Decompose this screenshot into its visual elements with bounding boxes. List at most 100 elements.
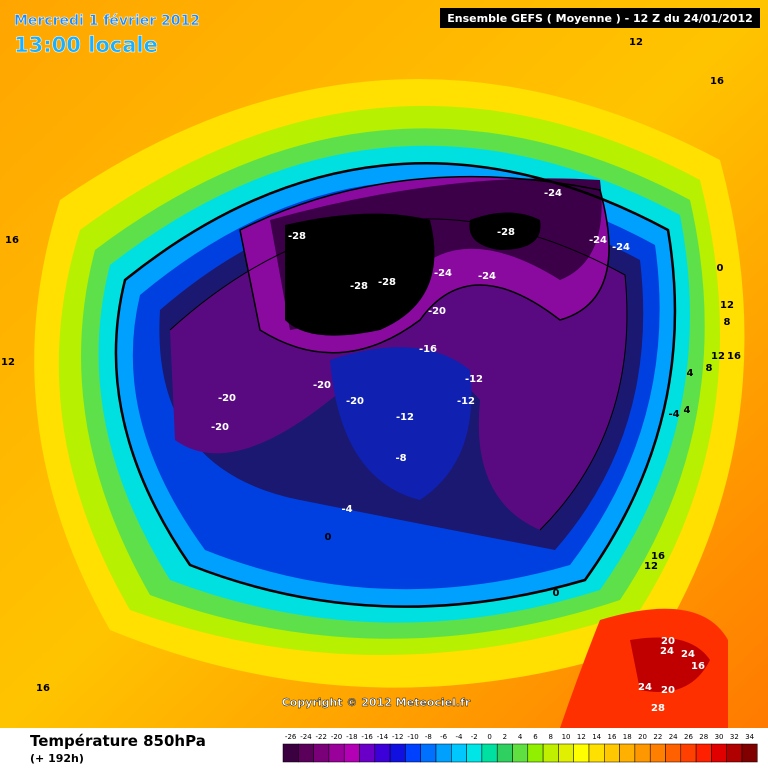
contour-label: -12 (465, 374, 483, 385)
colorbar-label: 8 (549, 733, 553, 741)
colorbar-cell (558, 743, 574, 763)
contour-label: -24 (544, 188, 562, 199)
colorbar-label: -2 (471, 733, 478, 741)
colorbar-label: -18 (346, 733, 357, 741)
colorbar-cell (313, 743, 330, 763)
colorbar-label: -20 (331, 733, 342, 741)
contour-label: 12 (1, 357, 15, 368)
colorbar-cell (389, 743, 406, 763)
colorbar-label: 26 (684, 733, 693, 741)
contour-label: -28 (288, 231, 306, 242)
colorbar-cell (542, 743, 559, 763)
contour-label: 16 (5, 235, 19, 246)
copyright: Copyright © 2012 Meteociel.fr (282, 696, 471, 709)
contour-label: -24 (612, 242, 630, 253)
colorbar-cell (680, 743, 697, 763)
contour-label: -4 (341, 504, 352, 515)
colorbar-cell (726, 743, 743, 763)
colorbar-label: 34 (745, 733, 754, 741)
colorbar-label: 18 (623, 733, 632, 741)
legend-subtitle: (+ 192h) (30, 752, 84, 765)
contour-label: 24 (638, 682, 652, 693)
colorbar-cell (527, 743, 544, 763)
contour-labels: -28 -28 -28 -28 -24 -24 -24 -24 -24 -20 -16 -20 -20 -… (1, 37, 741, 714)
contour-label: -28 (497, 227, 515, 238)
colorbar: -26 -24 -22 -20 -18 -16 -14 -12 -10 -8 -6 -4 -2 0 2 4 6 8… (282, 733, 758, 763)
colorbar-label: 10 (562, 733, 571, 741)
colorbar-cell (604, 743, 620, 763)
colorbar-cell (451, 743, 467, 763)
contour-label: -4 (668, 409, 679, 420)
colorbar-cell (328, 743, 345, 763)
colorbar-label: -16 (361, 733, 373, 741)
colorbar-label: 14 (592, 733, 601, 741)
contour-label: -12 (396, 412, 414, 423)
colorbar-cell (466, 743, 483, 763)
colorbar-label: -12 (392, 733, 403, 741)
colorbar-cell (481, 743, 498, 763)
colorbar-cell (649, 743, 666, 763)
contour-label: 28 (651, 703, 665, 714)
colorbar-cell (573, 743, 590, 763)
colorbar-label: 32 (730, 733, 739, 741)
contour-label: -20 (211, 422, 229, 433)
colorbar-cell (619, 743, 636, 763)
contour-label: -28 (378, 277, 396, 288)
contour-label: 4 (687, 368, 694, 379)
colorbar-label: 12 (577, 733, 586, 741)
colorbar-label: -4 (455, 733, 463, 741)
contour-label: -28 (350, 281, 368, 292)
time: 13:00 locale (14, 33, 158, 57)
colorbar-label: 28 (699, 733, 708, 741)
run-box (440, 8, 760, 28)
contour-label: 0 (717, 263, 724, 274)
contour-label: 8 (706, 363, 713, 374)
colorbar-cell (588, 743, 605, 763)
colorbar-label: -14 (377, 733, 389, 741)
colorbar-label: 24 (669, 733, 678, 741)
colorbar-label: -6 (440, 733, 448, 741)
contour-label: -24 (478, 271, 496, 282)
colorbar-cell (496, 743, 513, 763)
contour-label: 0 (325, 532, 332, 543)
contour-label: 16 (651, 551, 665, 562)
colorbar-label: 20 (638, 733, 647, 741)
contour-label: 24 (681, 649, 695, 660)
colorbar-cell (512, 743, 529, 763)
colorbar-label: -24 (300, 733, 312, 741)
contour-label: -20 (346, 396, 364, 407)
colorbar-label: -22 (316, 733, 327, 741)
contour-label: -16 (419, 344, 437, 355)
colorbar-cell (711, 743, 727, 763)
contour-label: -20 (218, 393, 236, 404)
colorbar-label: 4 (518, 733, 523, 741)
colorbar-label: 22 (653, 733, 662, 741)
contour-label: 16 (727, 351, 741, 362)
colorbar-cell (405, 743, 421, 763)
contour-label: 20 (661, 685, 675, 696)
contour-label: -24 (434, 268, 452, 279)
colorbar-cell (695, 743, 712, 763)
colorbar-label: 30 (715, 733, 724, 741)
colorbar-label: -10 (407, 733, 418, 741)
colorbar-cell (435, 743, 452, 763)
colorbar-cell (282, 743, 299, 763)
contour-label: 12 (720, 300, 734, 311)
colorbar-cell (665, 743, 682, 763)
contour-label: -20 (313, 380, 331, 391)
contour-label: 4 (684, 405, 691, 416)
colorbar-cell (374, 743, 391, 763)
colorbar-cell (741, 743, 758, 763)
colorbar-label: 0 (487, 733, 491, 741)
colorbar-cell (343, 743, 360, 763)
colorbar-label: 2 (503, 733, 507, 741)
contour-label: 16 (710, 76, 724, 87)
colorbar-cell (420, 743, 437, 763)
contour-label: -24 (589, 235, 607, 246)
contour-label: 24 (660, 646, 674, 657)
contour-label: 20 (661, 636, 675, 647)
contour-label: 12 (629, 37, 643, 48)
contour-label: 0 (553, 588, 560, 599)
